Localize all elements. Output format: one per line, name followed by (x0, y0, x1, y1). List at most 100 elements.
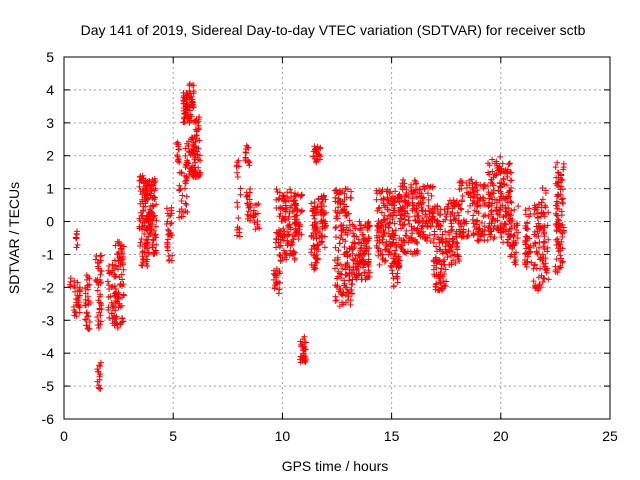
data-point (253, 201, 260, 208)
data-point (450, 216, 457, 223)
data-point (73, 235, 80, 242)
data-point (273, 196, 280, 203)
data-point (456, 257, 463, 264)
data-point (153, 241, 160, 248)
data-point (497, 153, 504, 160)
data-point (379, 233, 386, 240)
data-point (141, 249, 148, 256)
data-point (299, 335, 306, 342)
data-point (405, 217, 412, 224)
data-point (376, 261, 383, 268)
data-point (276, 205, 283, 212)
data-point (97, 300, 104, 307)
data-point (315, 241, 322, 248)
data-point (174, 152, 181, 159)
data-point (362, 259, 369, 266)
data-point (277, 210, 284, 217)
data-point (297, 338, 304, 345)
y-tick-label: -6 (42, 411, 55, 427)
data-point (559, 176, 566, 183)
y-tick-label: 0 (46, 214, 54, 230)
data-point (414, 193, 421, 200)
data-point (246, 196, 253, 203)
data-point (502, 166, 509, 173)
data-point (312, 223, 319, 230)
data-point (476, 225, 483, 232)
data-point (193, 171, 200, 178)
data-point (373, 196, 380, 203)
data-point (74, 302, 81, 309)
data-point (285, 239, 292, 246)
data-point (433, 243, 440, 250)
data-point (276, 279, 283, 286)
data-point (299, 342, 306, 349)
data-point (317, 209, 324, 216)
data-point (105, 267, 112, 274)
data-point (532, 284, 539, 291)
data-point (507, 169, 514, 176)
data-point (246, 162, 253, 169)
data-point (509, 216, 516, 223)
data-point (556, 265, 563, 272)
data-point (95, 297, 102, 304)
data-point (175, 146, 182, 153)
data-point (350, 257, 357, 264)
data-point (437, 280, 444, 287)
data-point (332, 297, 339, 304)
data-point (338, 227, 345, 234)
data-point (553, 174, 560, 181)
data-point (349, 276, 356, 283)
data-point (428, 192, 435, 199)
data-point (425, 217, 432, 224)
data-point (485, 203, 492, 210)
data-point (495, 187, 502, 194)
data-point (557, 252, 564, 259)
y-tick-label: -5 (42, 378, 55, 394)
data-point (393, 260, 400, 267)
data-point (343, 284, 350, 291)
data-point (335, 273, 342, 280)
data-point (397, 204, 404, 211)
data-point (183, 201, 190, 208)
y-tick-label: -4 (42, 345, 55, 361)
data-point (235, 214, 242, 221)
data-point (481, 182, 488, 189)
x-tick-label: 0 (60, 428, 68, 444)
data-point (71, 308, 78, 315)
data-point (477, 181, 484, 188)
data-point (447, 243, 454, 250)
data-point (74, 279, 81, 286)
data-point (380, 255, 387, 262)
data-point (308, 233, 315, 240)
data-point (96, 293, 103, 300)
data-point (559, 259, 566, 266)
data-point (454, 253, 461, 260)
data-point (119, 314, 126, 321)
data-point (377, 219, 384, 226)
data-point (75, 299, 82, 306)
data-point (120, 318, 127, 325)
data-point (542, 204, 549, 211)
data-point (195, 164, 202, 171)
data-point (334, 256, 341, 263)
data-point (297, 208, 304, 215)
data-point (511, 206, 518, 213)
data-point (381, 202, 388, 209)
data-point (245, 159, 252, 166)
data-point (178, 170, 185, 177)
data-point (149, 217, 156, 224)
data-point (114, 251, 121, 258)
data-point (500, 181, 507, 188)
data-point (355, 271, 362, 278)
data-point (348, 188, 355, 195)
data-point (314, 242, 321, 249)
data-point (509, 242, 516, 249)
data-point (508, 199, 515, 206)
data-point (66, 281, 73, 288)
data-point (285, 215, 292, 222)
data-point (94, 276, 101, 283)
data-point (418, 204, 425, 211)
data-point (536, 239, 543, 246)
data-point (118, 283, 125, 290)
data-point (438, 265, 445, 272)
